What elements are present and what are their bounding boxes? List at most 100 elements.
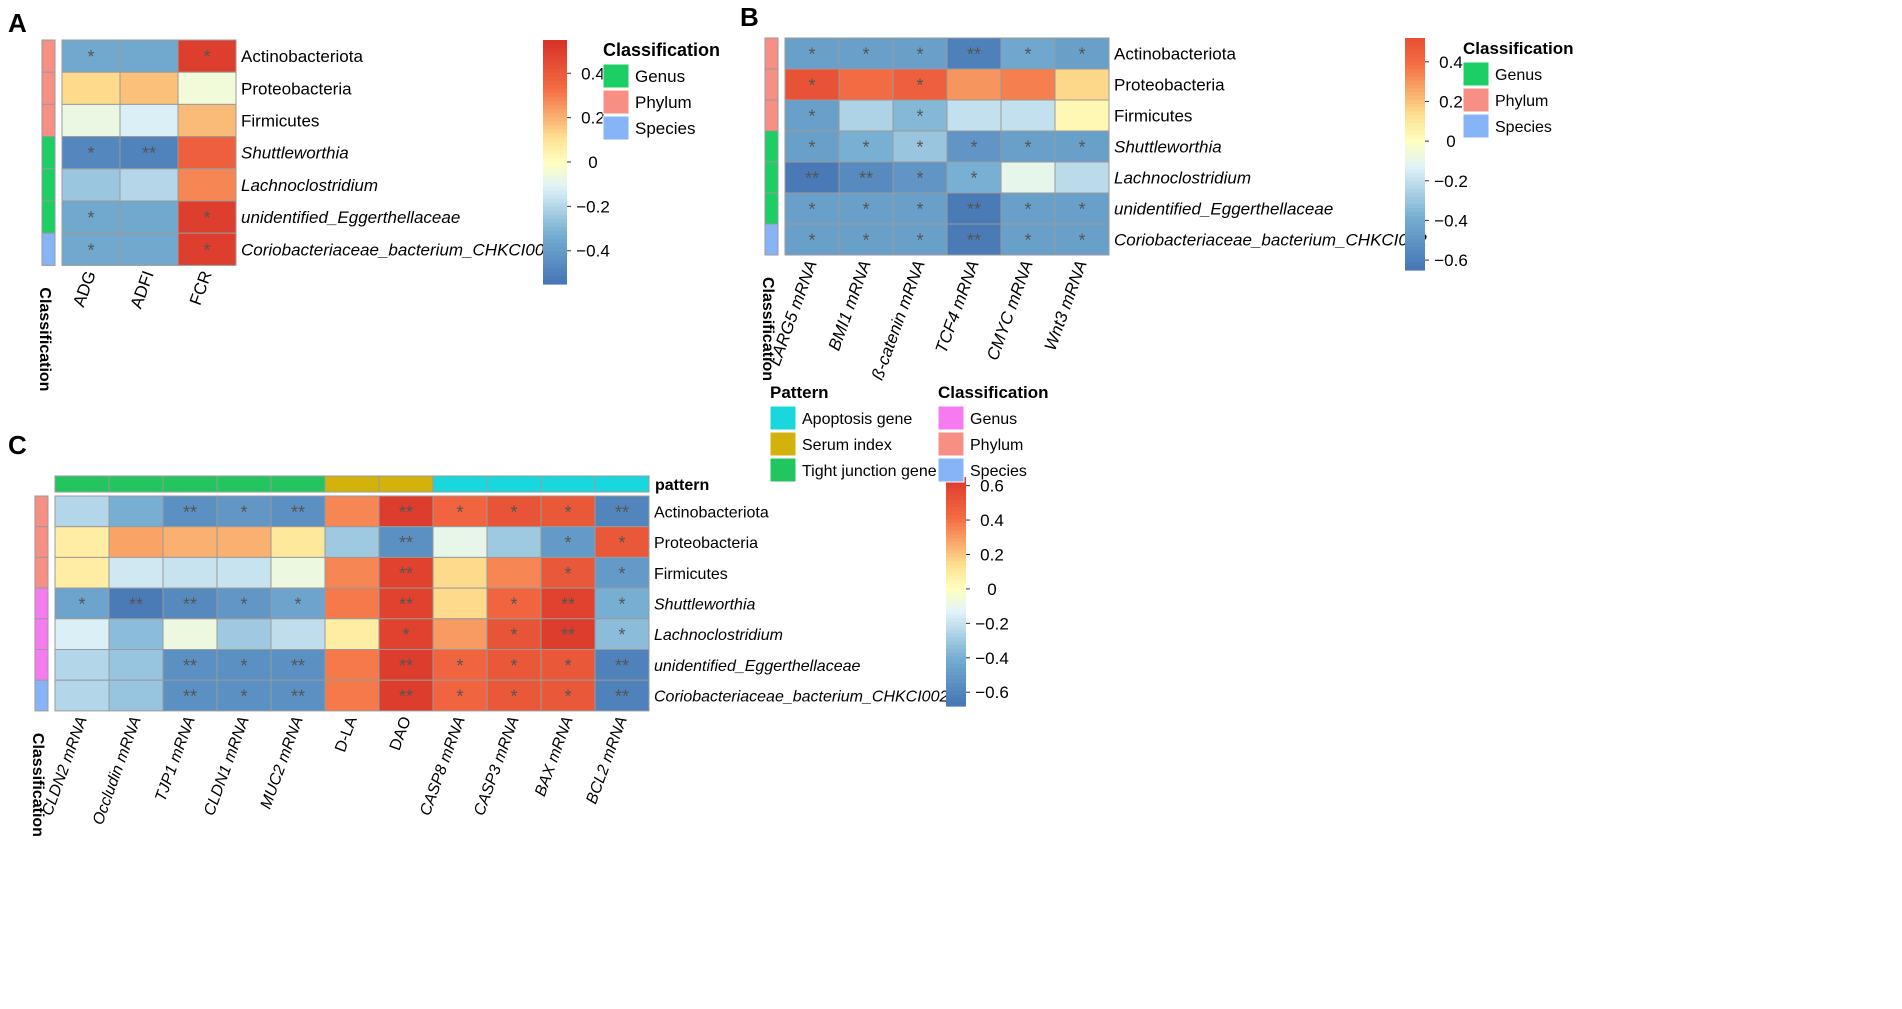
colorbar-segment bbox=[1405, 223, 1425, 229]
colorbar-tick-label: 0.4 bbox=[1439, 53, 1463, 72]
colorbar-segment bbox=[946, 591, 966, 596]
colorbar-segment bbox=[946, 671, 966, 677]
colorbar-segment bbox=[1405, 239, 1425, 244]
legend-swatch bbox=[769, 405, 797, 431]
significance-mark: * bbox=[916, 138, 923, 158]
colorbar-segment bbox=[946, 564, 966, 570]
pattern-cell bbox=[108, 475, 164, 493]
significance-mark: * bbox=[456, 502, 463, 522]
colorbar-segment bbox=[946, 686, 966, 692]
legend-item-label: Tight junction gene bbox=[802, 463, 937, 480]
column-label: Wnt3 mRNA bbox=[1041, 258, 1091, 353]
significance-mark: ** bbox=[967, 45, 981, 65]
pattern-cell bbox=[432, 475, 488, 493]
colorbar-segment bbox=[543, 121, 567, 126]
colorbar-segment bbox=[946, 614, 966, 619]
colorbar-segment bbox=[543, 259, 567, 265]
colorbar-segment bbox=[543, 68, 567, 74]
heatmap-cell bbox=[378, 649, 434, 681]
colorbar-segment bbox=[946, 480, 966, 486]
column-label: CLDN1 mRNA bbox=[201, 714, 253, 818]
heatmap-cell bbox=[1054, 161, 1110, 194]
heatmap-cell bbox=[324, 587, 380, 620]
significance-mark: * bbox=[1078, 45, 1085, 65]
heatmap-cell bbox=[54, 495, 110, 528]
significance-mark: * bbox=[862, 138, 869, 158]
column-label: CMYC mRNA bbox=[983, 258, 1037, 363]
heatmap-cell bbox=[177, 103, 237, 138]
colorbar-segment bbox=[543, 84, 567, 90]
colorbar-segment bbox=[946, 522, 966, 528]
significance-mark: ** bbox=[805, 169, 819, 189]
row-label: Lachnoclostridium bbox=[241, 176, 378, 195]
significance-mark: * bbox=[916, 231, 923, 251]
colorbar-segment bbox=[1405, 134, 1425, 140]
colorbar-segment bbox=[1405, 184, 1425, 190]
heatmap-cell bbox=[177, 39, 237, 73]
classification-cell bbox=[34, 495, 49, 528]
significance-mark: * bbox=[916, 76, 923, 96]
heatmap-cell bbox=[838, 161, 894, 194]
colorbar-segment bbox=[1405, 215, 1425, 221]
row-label: Shuttleworthia bbox=[241, 144, 349, 163]
significance-mark: * bbox=[1024, 231, 1031, 251]
classification-axis-label: Classification bbox=[759, 277, 776, 381]
significance-mark: * bbox=[203, 240, 210, 260]
significance-mark: ** bbox=[399, 502, 413, 522]
significance-mark: ** bbox=[399, 533, 413, 553]
colorbar-segment bbox=[543, 198, 567, 204]
colorbar-segment bbox=[1405, 157, 1425, 163]
column-label: TCF4 mRNA bbox=[932, 258, 983, 356]
colorbar-segment bbox=[1405, 88, 1425, 93]
colorbar-segment bbox=[946, 515, 966, 520]
significance-mark: * bbox=[808, 138, 815, 158]
legend-swatch bbox=[602, 63, 630, 89]
legend-swatch bbox=[937, 405, 965, 431]
colorbar-segment bbox=[543, 275, 567, 281]
column-label: MUC2 mRNA bbox=[258, 714, 307, 811]
heatmap-cell bbox=[270, 649, 326, 681]
colorbar-segment bbox=[543, 101, 567, 106]
legend-swatch bbox=[769, 457, 797, 483]
significance-mark: ** bbox=[291, 687, 305, 707]
significance-mark: * bbox=[862, 45, 869, 65]
legend-item-label: Genus bbox=[1495, 67, 1542, 84]
significance-mark: * bbox=[1024, 200, 1031, 220]
colorbar-segment bbox=[1405, 45, 1425, 51]
row-label: Proteobacteria bbox=[1114, 76, 1225, 95]
heatmap-cell bbox=[946, 223, 1002, 256]
colorbar-segment bbox=[543, 60, 567, 65]
heatmap-cell bbox=[270, 556, 326, 589]
significance-mark: * bbox=[456, 656, 463, 676]
heatmap-cell bbox=[54, 649, 110, 681]
colorbar-tick-label: −0.2 bbox=[975, 614, 1009, 633]
significance-mark: * bbox=[916, 45, 923, 65]
column-label: TJP1 mRNA bbox=[152, 714, 198, 803]
colorbar-segment bbox=[946, 625, 966, 631]
heatmap-cell bbox=[594, 526, 650, 558]
heatmap-cell bbox=[432, 679, 488, 712]
pattern-cell bbox=[486, 475, 542, 493]
colorbar-tick-label: 0.2 bbox=[581, 109, 605, 128]
colorbar-segment bbox=[946, 507, 966, 512]
legend-swatch bbox=[937, 457, 965, 483]
heatmap-cell bbox=[378, 587, 434, 620]
legend-title: Classification bbox=[938, 383, 1049, 402]
heatmap-cell bbox=[1000, 37, 1056, 70]
heatmap-cell bbox=[270, 618, 326, 650]
row-label: unidentified_Eggerthellaceae bbox=[1114, 200, 1333, 219]
heatmap-cell bbox=[784, 161, 840, 194]
significance-mark: * bbox=[564, 533, 571, 553]
heatmap-cell bbox=[119, 168, 179, 202]
colorbar-tick-label: 0.4 bbox=[581, 64, 605, 83]
row-label: unidentified_Eggerthellaceae bbox=[654, 658, 860, 675]
heatmap-cell bbox=[216, 618, 272, 650]
significance-mark: ** bbox=[291, 656, 305, 676]
legend-swatch bbox=[602, 89, 630, 115]
heatmap-cell bbox=[378, 526, 434, 558]
pattern-cell bbox=[324, 475, 380, 493]
column-label: Occludin mRNA bbox=[90, 714, 145, 827]
heatmap-cell bbox=[1000, 223, 1056, 256]
